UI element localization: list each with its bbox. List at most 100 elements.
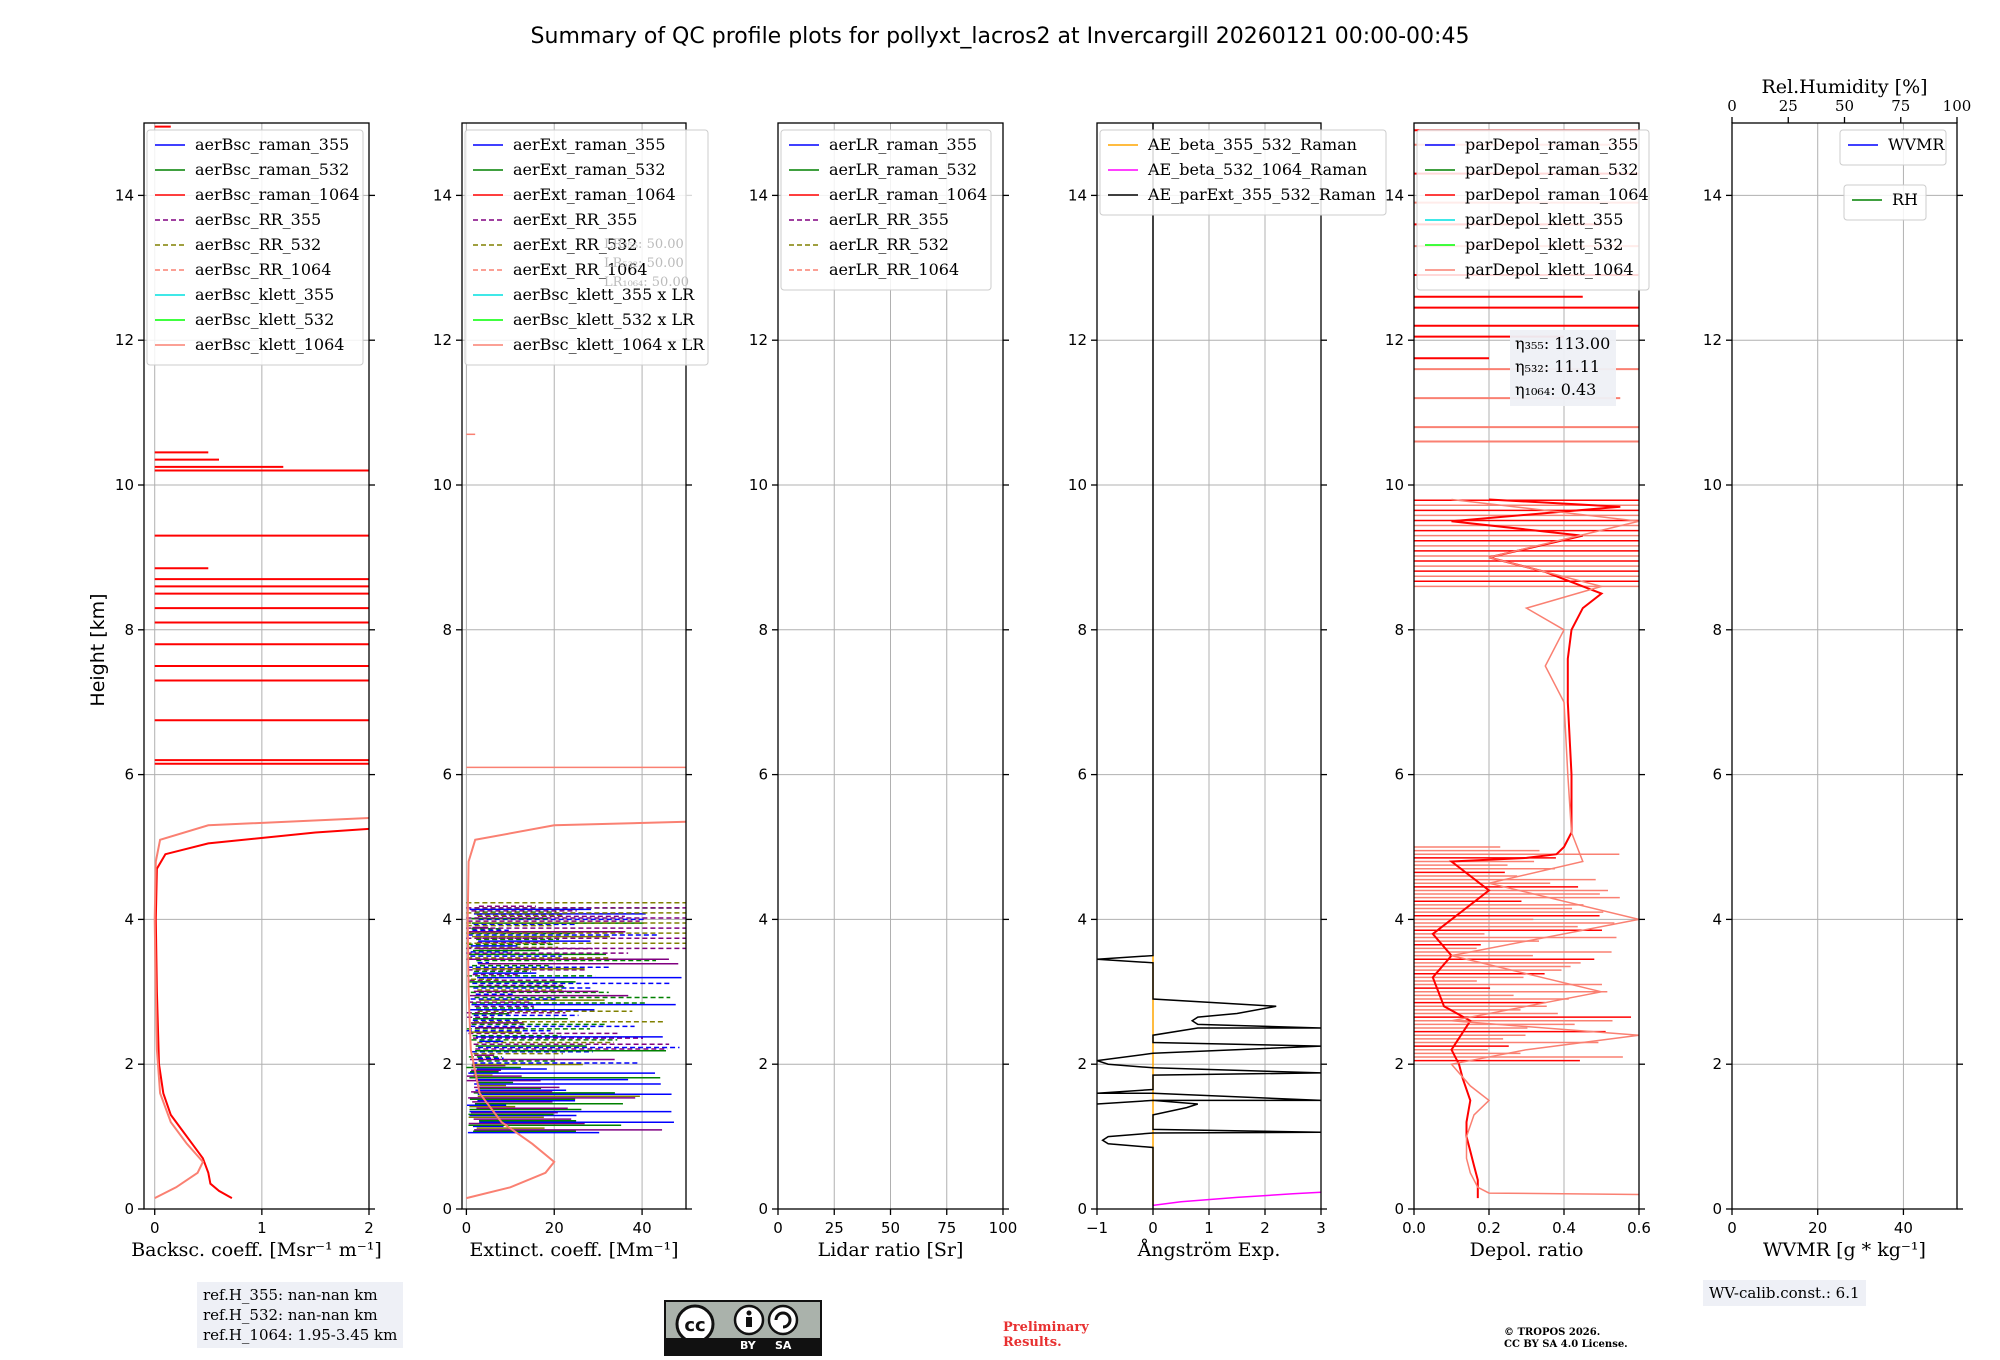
y-tick-label: 12 [433, 331, 452, 349]
legend-entry: RH [1892, 190, 1918, 209]
y-tick-label: 14 [1385, 186, 1404, 204]
x-axis-label-wv: WVMR [g * kg⁻¹] [1763, 1239, 1926, 1261]
cc-license-badge: cc BY SA [664, 1300, 822, 1356]
legend-entry: aerExt_raman_355 [513, 135, 666, 154]
x2-tick-label: 100 [1943, 97, 1972, 115]
x-tick-label: 3 [1316, 1219, 1326, 1237]
y-tick-label: 4 [1394, 910, 1404, 928]
legend-entry: WVMR [1888, 135, 1945, 154]
series-line-parDepol_klett_1064 [1450, 498, 1639, 1196]
legend-entry: aerBsc_raman_355 [195, 135, 349, 154]
legend-box [1099, 129, 1387, 216]
x2-tick-label: 50 [1835, 97, 1854, 115]
y-tick-label: 12 [749, 331, 768, 349]
legend-entry: AE_beta_532_1064_Raman [1147, 160, 1367, 179]
eta-text: η₁₀₆₄: 0.43 [1515, 380, 1596, 399]
cc-strip: BY SA [666, 1338, 820, 1354]
x-tick-label: 0.4 [1552, 1219, 1576, 1237]
x-tick-label: −1 [1086, 1219, 1108, 1237]
eta-text: η₃₅₅: 113.00 [1515, 334, 1610, 353]
x-tick-label: 2 [1260, 1219, 1270, 1237]
legend-wv: WVMR [1839, 129, 1947, 166]
x-tick-label: 0.0 [1402, 1219, 1426, 1237]
y-tick-label: 10 [749, 476, 768, 494]
x-tick-label: 0 [1727, 1219, 1737, 1237]
y-tick-label: 4 [1712, 910, 1722, 928]
cc-sa-label: SA [775, 1339, 792, 1352]
x-tick-label: 20 [1808, 1219, 1827, 1237]
legend-entry: parDepol_raman_355 [1465, 135, 1638, 154]
y-tick-label: 0 [1394, 1200, 1404, 1218]
legend-entry: aerBsc_RR_532 [195, 235, 321, 254]
plot-area-depol [1414, 129, 1639, 1199]
x-tick-label: 0 [462, 1219, 472, 1237]
panel-ext: 0 20 40 0 2 4 6 8 10 12 14 Extinct. coeff. [Mm⁻¹] ae… [433, 122, 709, 1261]
cc-logo-icon: cc [675, 1304, 799, 1338]
y-tick-label: 8 [1394, 621, 1404, 639]
y-tick-label: 14 [749, 186, 768, 204]
y-tick-label: 8 [1077, 621, 1087, 639]
y-tick-label: 2 [442, 1055, 452, 1073]
y-tick-label: 0 [1712, 1200, 1722, 1218]
x-tick-label: 0 [150, 1219, 160, 1237]
legend-entry: aerLR_raman_532 [829, 160, 977, 179]
y-axis-label: Height [km] [87, 593, 109, 706]
legend-ext: aerExt_raman_355 aerExt_raman_532 aerExt_r… [464, 129, 709, 366]
panel-wv: 0 20 40 0 2 4 6 8 10 12 14 WVMR [g * kg⁻¹] 0 25 50 75 10… [1703, 76, 1971, 1261]
y-tick-label: 6 [442, 766, 452, 784]
legend-box [780, 129, 992, 291]
y-tick-label: 0 [124, 1200, 134, 1218]
y-tick-label: 10 [433, 476, 452, 494]
axes-frame [461, 122, 687, 1210]
x-axis-label-lr: Lidar ratio [Sr] [818, 1239, 964, 1261]
legend-wv: RH [1843, 184, 1927, 221]
x2-axis-label: Rel.Humidity [%] [1761, 76, 1927, 98]
axes-frame [1731, 122, 1958, 1210]
y-tick-label: 0 [758, 1200, 768, 1218]
y-tick-label: 6 [1712, 766, 1722, 784]
plot-area-ae [1097, 123, 1321, 1209]
legend-entry: aerBsc_RR_355 [195, 210, 321, 229]
x-axis-label-ae: Ångström Exp. [1137, 1239, 1281, 1261]
legend-box [1416, 129, 1650, 291]
legend-depol: parDepol_raman_355 parDepol_raman_532 parD… [1416, 129, 1650, 291]
wv-calib-box: WV-calib.const.: 6.1 [1703, 1280, 1866, 1306]
y-tick-label: 6 [758, 766, 768, 784]
y-tick-label: 10 [1385, 476, 1404, 494]
reference-height-box: ref.H_355: nan-nan km ref.H_532: nan-nan… [197, 1282, 404, 1348]
y-tick-label: 6 [1394, 766, 1404, 784]
axes-frame [143, 122, 370, 1210]
series-line-aerBsc_raman_1064 [154, 827, 369, 1199]
figure-title: Summary of QC profile plots for pollyxt_… [531, 24, 1470, 49]
y-tick-label: 12 [1385, 331, 1404, 349]
lr-annotation: LR₅₃₂: 50.00 [604, 256, 684, 271]
x-tick-label: 40 [1894, 1219, 1913, 1237]
legend-entry: aerLR_RR_1064 [829, 260, 959, 279]
lr-annotation: LR₁₀₆₄: 50.00 [604, 275, 689, 290]
y-tick-label: 2 [1394, 1055, 1404, 1073]
panel-depol: 0.0 0.2 0.4 0.6 0 2 4 6 8 10 12 14 Depol. ratio parDe… [1385, 122, 1651, 1261]
legend-entry: aerBsc_klett_1064 [195, 335, 344, 354]
preliminary-note: Preliminary Results. [1003, 1320, 1089, 1350]
x-tick-label: 0.6 [1627, 1219, 1651, 1237]
x-tick-label: 1 [257, 1219, 267, 1237]
legend-entry: aerBsc_klett_355 x LR [513, 285, 695, 304]
legend-entry: AE_parExt_355_532_Raman [1147, 185, 1376, 204]
legend-entry: aerBsc_raman_1064 [195, 185, 360, 204]
legend-entry: aerExt_raman_1064 [513, 185, 676, 204]
y-tick-label: 14 [1068, 186, 1087, 204]
legend-entry: aerBsc_raman_532 [195, 160, 349, 179]
y-tick-label: 10 [1703, 476, 1722, 494]
y-tick-label: 14 [1703, 186, 1722, 204]
x-tick-label: 20 [545, 1219, 564, 1237]
legend-box [1843, 184, 1927, 221]
lr-annotation: LR₃₅₅: 50.00 [604, 237, 684, 252]
y-tick-label: 8 [124, 621, 134, 639]
legend-entry: aerLR_raman_1064 [829, 185, 987, 204]
y-tick-label: 8 [1712, 621, 1722, 639]
legend-entry: aerLR_raman_355 [829, 135, 977, 154]
cc-by-label: BY [740, 1339, 756, 1352]
legend-box [146, 129, 364, 366]
